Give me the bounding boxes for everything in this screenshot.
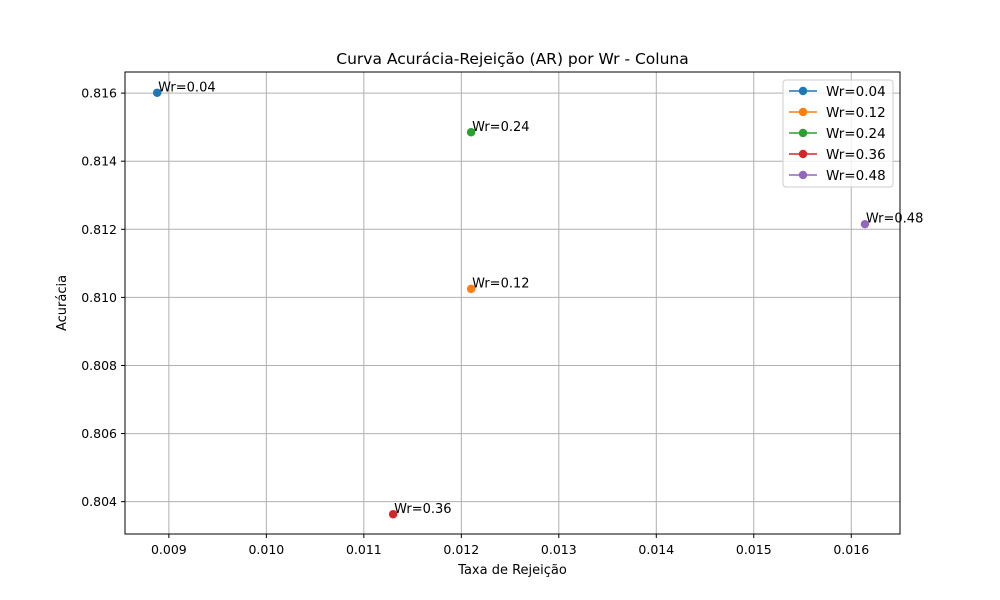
x-tick-label: 0.010 xyxy=(248,542,284,557)
x-tick-label: 0.011 xyxy=(346,542,382,557)
x-tick-label: 0.015 xyxy=(736,542,772,557)
legend-label: Wr=0.24 xyxy=(826,126,886,142)
x-tick-label: 0.016 xyxy=(833,542,869,557)
y-tick-label: 0.814 xyxy=(81,154,117,169)
data-point xyxy=(466,128,476,137)
x-tick-label: 0.014 xyxy=(638,542,674,557)
data-point-label: Wr=0.48 xyxy=(866,212,923,227)
plot-frame xyxy=(124,71,901,535)
legend-marker xyxy=(798,149,808,159)
legend-marker xyxy=(798,107,808,117)
data-point xyxy=(152,88,162,97)
legend-marker xyxy=(798,170,808,180)
y-tick-label: 0.804 xyxy=(81,494,117,509)
y-tick-label: 0.806 xyxy=(81,426,117,441)
legend-label: Wr=0.04 xyxy=(826,84,886,100)
y-tick-label: 0.812 xyxy=(81,222,117,237)
legend-box xyxy=(782,79,894,188)
legend-label: Wr=0.36 xyxy=(826,147,886,163)
legend: Wr=0.04 Wr=0.12 Wr=0.24 Wr=0.36 Wr=0.48 xyxy=(782,79,894,188)
legend-label: Wr=0.12 xyxy=(826,105,886,121)
x-axis-label: Taxa de Rejeição xyxy=(457,563,567,578)
data-point-label: Wr=0.36 xyxy=(394,502,451,517)
tick-layer: 0.009 0.010 0.011 0.012 0.013 0.014 0.015 0.016… xyxy=(81,86,869,557)
data-point xyxy=(388,510,398,519)
marks-layer: Wr=0.04 Wr=0.12 Wr=0.24 Wr=0.36 Wr=0.48 xyxy=(152,80,923,519)
data-point-label: Wr=0.12 xyxy=(472,276,529,291)
y-axis-label: Acurácia xyxy=(55,275,70,331)
legend-label: Wr=0.48 xyxy=(826,168,886,184)
y-tick-label: 0.816 xyxy=(81,86,117,101)
x-tick-label: 0.009 xyxy=(151,542,187,557)
x-tick-label: 0.012 xyxy=(443,542,479,557)
data-point-label: Wr=0.24 xyxy=(472,120,529,135)
chart-title: Curva Acurácia-Rejeição (AR) por Wr - Co… xyxy=(336,50,689,68)
legend-marker xyxy=(798,128,808,138)
data-point xyxy=(860,219,870,229)
legend-marker xyxy=(798,86,808,96)
x-tick-label: 0.013 xyxy=(541,542,577,557)
y-tick-label: 0.810 xyxy=(81,290,117,305)
grid-layer xyxy=(125,72,900,534)
data-point xyxy=(466,284,476,294)
y-tick-label: 0.808 xyxy=(81,358,117,373)
data-point-label: Wr=0.04 xyxy=(158,80,215,95)
